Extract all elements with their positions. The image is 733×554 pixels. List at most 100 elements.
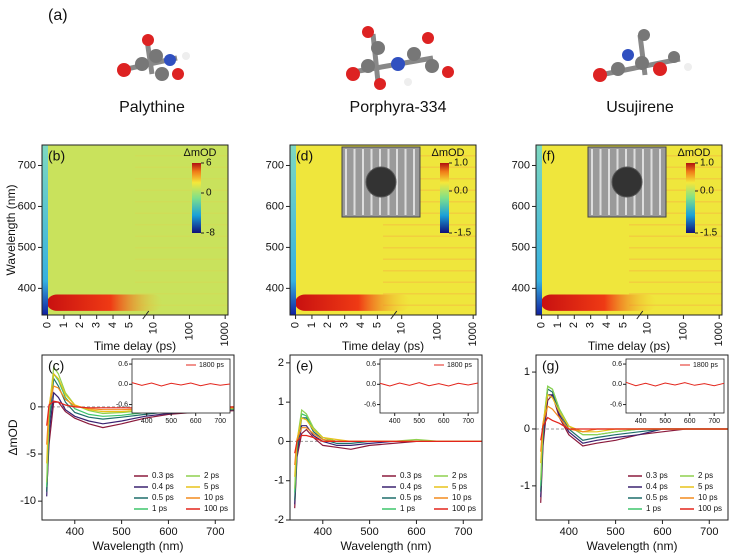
y-tick-label: 400 [18, 282, 36, 294]
x-tick-label: 500 [112, 526, 130, 538]
heatmap-streak [135, 247, 228, 249]
y-tick-label: 0 [278, 435, 284, 447]
molecule-name: Usujirene [606, 99, 674, 116]
x-tick-label: 5 [123, 322, 135, 328]
heatmap-streak [383, 235, 476, 237]
inset-x-tick-label: 700 [462, 418, 474, 425]
y-tick-label: -5 [26, 448, 36, 460]
x-tick-label: 10 [396, 322, 408, 334]
x-tick-label: 3 [91, 322, 103, 328]
spectrum-line [294, 413, 482, 493]
x-tick-label: 4 [355, 322, 367, 328]
inset-x-tick-label: 400 [635, 418, 647, 425]
inset-x-tick-label: 600 [684, 418, 696, 425]
x-tick-label: 1000 [713, 322, 725, 346]
y-tick-label: 500 [266, 241, 284, 253]
legend-label: 2 ps [698, 471, 713, 480]
y-tick-label: 600 [512, 200, 530, 212]
y-tick-label: 600 [18, 200, 36, 212]
panel-label: (b) [48, 148, 65, 164]
inset-x-tick-label: 700 [214, 418, 226, 425]
inset-x-tick-label: 400 [141, 418, 153, 425]
legend-label: 1 ps [152, 504, 167, 513]
heatmap-streak [135, 270, 228, 272]
inset-y-tick-label: 0.6 [366, 361, 376, 368]
heatmap-streak [383, 189, 476, 191]
legend-label: 0.4 ps [646, 482, 668, 491]
heatmap-streak [629, 235, 722, 237]
y-tick-label: -2 [274, 514, 284, 526]
inset-y-tick-label: 0.0 [118, 381, 128, 388]
spectrum-line [294, 427, 482, 466]
x-tick-label: 1 [306, 322, 318, 328]
inset-y-tick-label: -0.6 [116, 401, 128, 408]
x-tick-label: 1000 [219, 322, 231, 346]
heatmap-streak [135, 293, 228, 295]
x-tick-label: 2 [322, 322, 334, 328]
heatmap-streak [383, 281, 476, 283]
x-axis-title: Time delay (ps) [94, 339, 176, 353]
colorbar [686, 163, 695, 233]
x-tick-label: 600 [653, 526, 671, 538]
x-tick-label: 100 [183, 322, 195, 340]
y-tick-label: 400 [512, 282, 530, 294]
legend-label: 2 ps [452, 471, 467, 480]
heatmap-streak [383, 166, 476, 168]
inset-legend-label: 1800 ps [447, 362, 472, 369]
legend-label: 0.3 ps [400, 471, 422, 480]
y-tick-label: 1 [278, 396, 284, 408]
heatmap-streak [629, 166, 722, 168]
heatmap-streak [383, 304, 476, 306]
x-tick-label: 1 [58, 322, 70, 328]
colorbar [440, 163, 449, 233]
legend-label: 100 ps [698, 504, 722, 513]
x-tick-label: 600 [407, 526, 425, 538]
inset-frame [131, 358, 231, 414]
axis-break [390, 310, 398, 320]
colorbar-tick-label: -1.5 [454, 228, 472, 239]
x-axis-title: Wavelength (nm) [93, 539, 184, 553]
y-tick-label: 400 [266, 282, 284, 294]
colorbar-title: ΔmOD [677, 147, 710, 159]
x-tick-label: 500 [606, 526, 624, 538]
plot-frame [41, 354, 235, 521]
heatmap-streak [135, 178, 228, 180]
legend-label: 10 ps [452, 493, 472, 502]
heatmap-streak [383, 224, 476, 226]
spectrum-line [540, 416, 728, 441]
x-tick-label: 0 [535, 322, 547, 328]
inset-y-tick-label: 0.0 [612, 381, 622, 388]
legend-label: 100 ps [204, 504, 228, 513]
x-axis-title: Time delay (ps) [342, 339, 424, 353]
x-axis-title: Time delay (ps) [588, 339, 670, 353]
molecule-icon [117, 26, 692, 90]
inset-line [625, 381, 725, 387]
heatmap-streak [135, 235, 228, 237]
x-tick-label: 400 [560, 526, 578, 538]
heatmap-streak [135, 155, 228, 157]
inset-x-tick-label: 500 [659, 418, 671, 425]
y-axis-title: ΔmOD [6, 419, 20, 455]
y-tick-label: -1 [274, 475, 284, 487]
legend-label: 0.5 ps [646, 493, 668, 502]
x-tick-label: 4 [601, 322, 613, 328]
heatmap-streak [383, 247, 476, 249]
x-tick-label: 5 [617, 322, 629, 328]
legend-label: 1 ps [646, 504, 661, 513]
inset-x-tick-label: 500 [413, 418, 425, 425]
inset-x-tick-label: 700 [708, 418, 720, 425]
x-tick-label: 700 [700, 526, 718, 538]
colorbar-title: ΔmOD [431, 147, 464, 159]
panel-label: (f) [542, 148, 555, 164]
heatmap-streak [135, 258, 228, 260]
heatmap-band [541, 294, 657, 311]
legend-label: 0.3 ps [646, 471, 668, 480]
heatmap-streak [135, 166, 228, 168]
x-tick-label: 10 [642, 322, 654, 334]
legend-label: 5 ps [698, 482, 713, 491]
axis-break [142, 310, 150, 320]
panel-label: (g) [542, 358, 559, 374]
heatmap-streak [629, 258, 722, 260]
heatmap-streak [135, 212, 228, 214]
y-tick-label: 500 [512, 241, 530, 253]
